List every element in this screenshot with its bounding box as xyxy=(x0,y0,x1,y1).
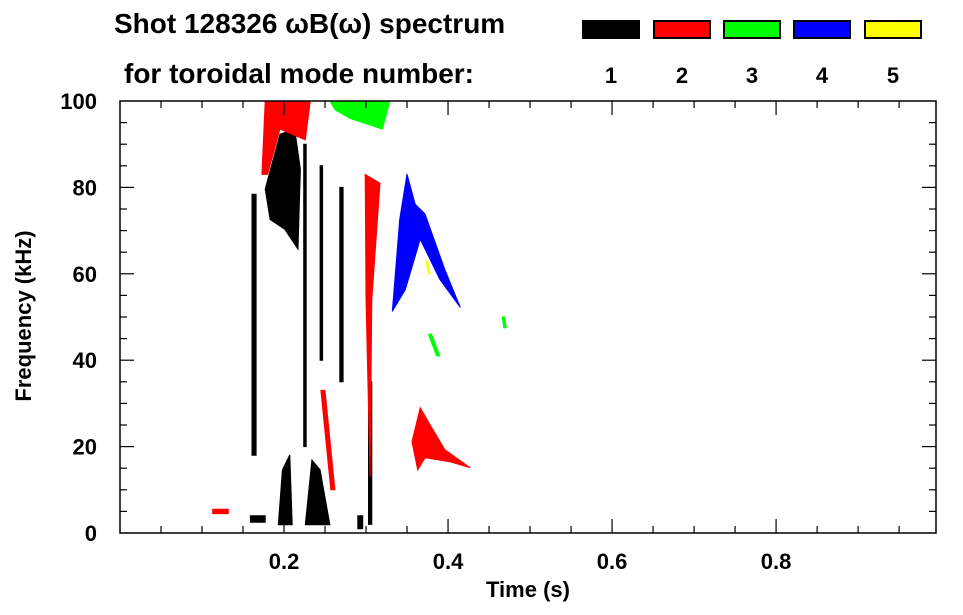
spectrum-region-mode-1 xyxy=(319,165,324,361)
spectrum-region-mode-1 xyxy=(249,515,266,523)
legend-label-mode-4: 4 xyxy=(815,63,829,88)
y-axis-title: Frequency (kHz) xyxy=(11,230,36,401)
x-tick-label: 0.2 xyxy=(269,549,300,574)
legend-swatch-mode-5 xyxy=(864,20,922,39)
x-tick-label: 0.8 xyxy=(761,549,792,574)
legend-swatch-mode-4 xyxy=(793,20,851,39)
spectrum-regions xyxy=(212,100,507,530)
spectrum-region-mode-1 xyxy=(251,193,257,456)
axes: 0.2 0.4 0.6 0.8 0 20 40 60 80 100 xyxy=(60,89,937,574)
y-tick-label: 40 xyxy=(73,348,97,373)
legend-label-mode-1: 1 xyxy=(604,63,618,88)
legend-swatch-mode-3 xyxy=(723,20,781,39)
spectrum-region-mode-1 xyxy=(303,143,307,448)
legend-label-mode-3: 3 xyxy=(745,63,759,88)
spectrum-region-mode-3 xyxy=(501,316,507,329)
spectrum-region-mode-1 xyxy=(277,454,293,526)
spectrum-region-mode-2 xyxy=(411,406,471,472)
spectrum-region-mode-1 xyxy=(264,128,301,251)
legend-label-mode-2: 2 xyxy=(675,63,689,88)
chart-title-line2: for toroidal mode number: xyxy=(124,58,474,89)
chart-title-line1: Shot 128326 ωB(ω) spectrum xyxy=(114,8,506,39)
y-tick-label: 80 xyxy=(73,175,97,200)
spectrum-region-mode-2 xyxy=(212,508,229,515)
x-tick-label: 0.6 xyxy=(597,549,628,574)
spectrum-region-mode-1 xyxy=(339,186,344,383)
y-tick-label: 100 xyxy=(60,89,97,114)
spectrum-region-mode-3 xyxy=(329,100,391,130)
spectrum-region-mode-5 xyxy=(425,260,431,275)
x-tick-label: 0.4 xyxy=(433,549,464,574)
y-tick-label: 20 xyxy=(73,435,97,460)
legend-swatch-mode-1 xyxy=(582,20,640,39)
spectrum-region-mode-2 xyxy=(320,389,336,491)
spectrum-region-mode-1 xyxy=(357,515,364,530)
spectrum-region-mode-3 xyxy=(427,333,441,357)
x-axis-title: Time (s) xyxy=(486,577,570,602)
spectrum-region-mode-1 xyxy=(304,458,331,526)
spectrum-region-mode-2 xyxy=(364,173,381,477)
legend-label-mode-5: 5 xyxy=(886,63,900,88)
spectrum-region-mode-4 xyxy=(391,173,461,312)
legend-swatch-mode-2 xyxy=(653,20,711,39)
y-tick-label: 60 xyxy=(73,262,97,287)
plot-frame xyxy=(119,100,937,534)
y-tick-label: 0 xyxy=(85,521,97,546)
